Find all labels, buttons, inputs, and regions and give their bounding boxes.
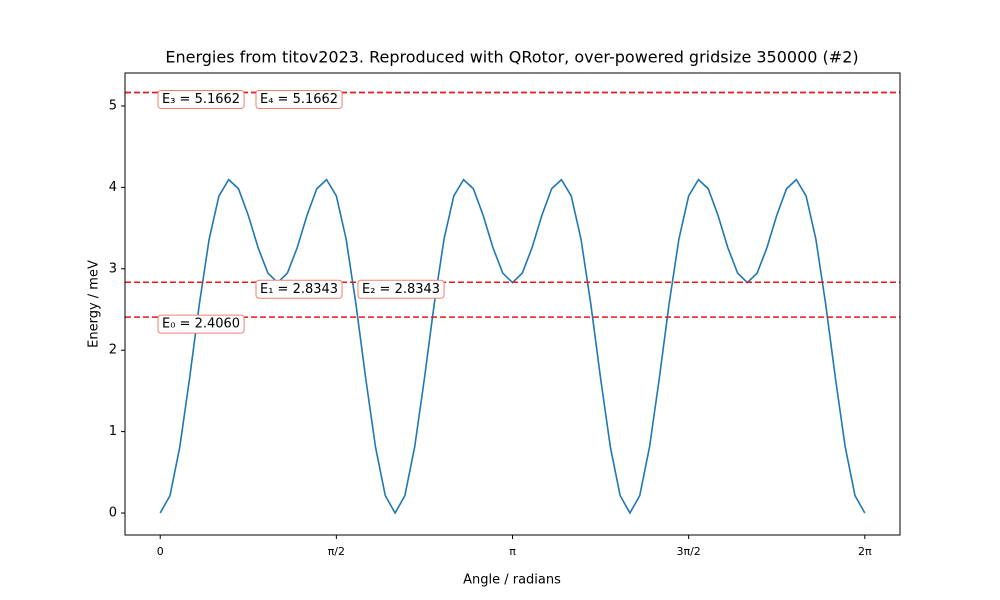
y-tick-label: 1 — [109, 424, 117, 439]
x-tick-label: 2π — [858, 545, 872, 558]
x-axis-label: Angle / radians — [463, 573, 561, 588]
level-label-box — [157, 314, 245, 334]
level-label-box — [255, 279, 343, 299]
level-label: E₃ = 5.1662 — [162, 92, 240, 107]
level-label-box — [255, 89, 343, 109]
x-tick-label: π/2 — [328, 545, 345, 558]
y-tick-label: 0 — [109, 506, 117, 521]
y-tick-label: 2 — [109, 343, 117, 358]
chart-title: Energies from titov2023. Reproduced with… — [165, 48, 858, 67]
y-tick-label: 4 — [109, 180, 117, 195]
level-label: E₁ = 2.8343 — [260, 282, 338, 297]
plot-frame — [124, 72, 901, 536]
x-tick-label: 3π/2 — [676, 545, 700, 558]
y-tick-label: 5 — [109, 98, 117, 113]
level-label-box — [157, 89, 245, 109]
y-axis-label: Energy / meV — [87, 260, 102, 348]
x-tick-label: π — [509, 545, 516, 558]
x-tick-label: 0 — [157, 545, 164, 558]
level-label: E₀ = 2.4060 — [162, 317, 240, 332]
level-label: E₂ = 2.8343 — [362, 282, 440, 297]
level-label-box — [357, 279, 445, 299]
y-tick-label: 3 — [109, 261, 117, 276]
level-label: E₄ = 5.1662 — [260, 92, 338, 107]
